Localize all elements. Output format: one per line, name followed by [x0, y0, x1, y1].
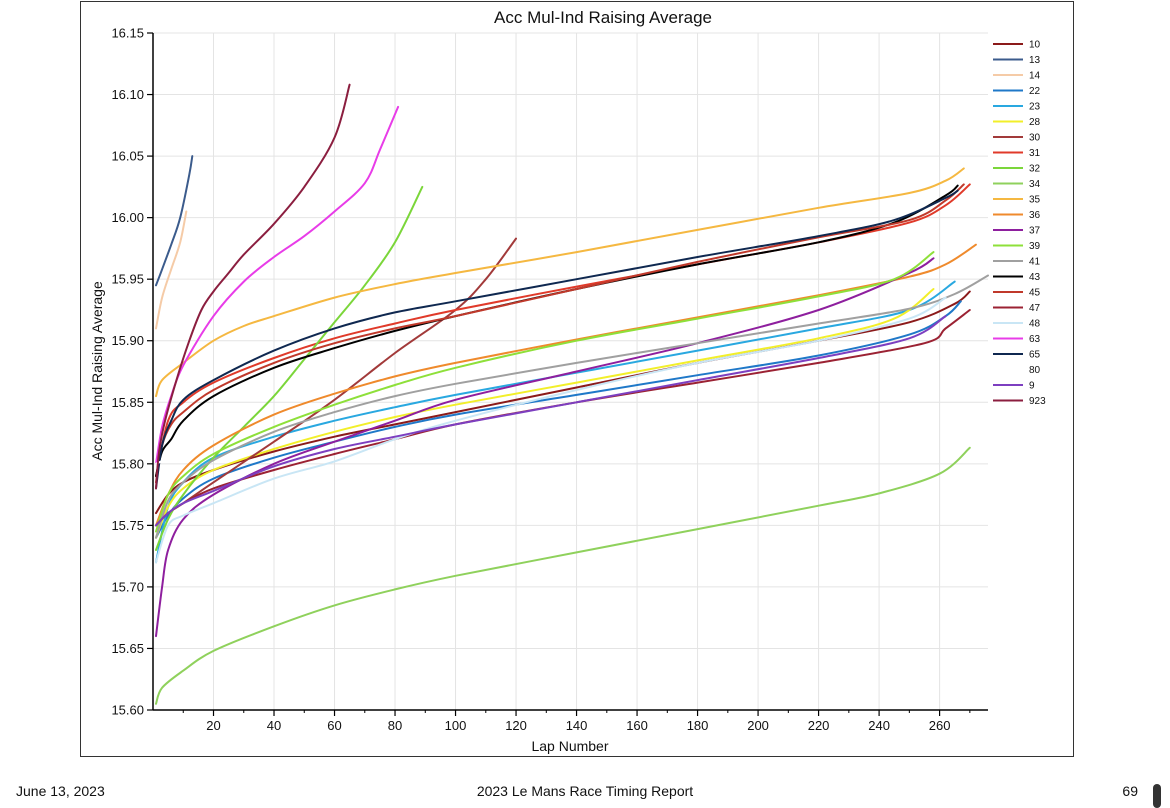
legend-label-10: 10 [1029, 40, 1041, 51]
series-line-65 [155, 189, 959, 490]
legend-label-48: 48 [1029, 319, 1041, 330]
y-tick-label: 16.00 [111, 210, 144, 225]
x-tick-label: 120 [505, 718, 527, 733]
legend-label-22: 22 [1029, 86, 1041, 97]
page-number: 69 [1122, 783, 1138, 799]
x-tick-label: 60 [327, 718, 341, 733]
series-line-23 [155, 280, 956, 564]
series-line-13 [155, 155, 194, 287]
legend-label-37: 37 [1029, 226, 1041, 237]
series-line-37 [155, 257, 935, 638]
x-tick-label: 180 [687, 718, 709, 733]
series-line-39 [155, 251, 935, 533]
series-line-28 [155, 288, 935, 539]
series-line-41 [155, 274, 989, 539]
legend-label-30: 30 [1029, 133, 1041, 144]
legend-label-36: 36 [1029, 210, 1041, 221]
y-tick-label: 15.70 [111, 579, 144, 594]
legend-label-28: 28 [1029, 117, 1041, 128]
report-date: June 13, 2023 [16, 783, 105, 799]
y-tick-label: 15.80 [111, 456, 144, 471]
legend-label-63: 63 [1029, 334, 1041, 345]
legend-label-14: 14 [1029, 71, 1041, 82]
legend-label-32: 32 [1029, 164, 1041, 175]
scrollbar-thumb[interactable] [1153, 784, 1161, 808]
x-tick-label: 40 [267, 718, 281, 733]
legend-label-35: 35 [1029, 195, 1041, 206]
series-line-22 [155, 300, 962, 539]
series-line-34 [155, 446, 971, 705]
series-line-923 [155, 83, 351, 490]
grid-lines [153, 32, 988, 711]
series-line-9 [155, 315, 947, 527]
y-tick-label: 15.65 [111, 641, 144, 656]
y-tick-label: 15.85 [111, 395, 144, 410]
series-line-80 [155, 438, 215, 465]
y-tick-label: 16.15 [111, 26, 144, 41]
series-line-35 [155, 167, 965, 398]
legend-label-23: 23 [1029, 102, 1041, 113]
x-tick-label: 140 [566, 718, 588, 733]
legend-label-47: 47 [1029, 303, 1041, 314]
series-line-43 [155, 184, 959, 478]
legend-label-41: 41 [1029, 257, 1041, 268]
series-lines [155, 83, 989, 705]
y-tick-label: 15.60 [111, 703, 144, 718]
legend-label-43: 43 [1029, 272, 1041, 283]
y-axis-label: Acc Mul-Ind Raising Average [89, 281, 105, 461]
chart-title: Acc Mul-Ind Raising Average [494, 8, 712, 27]
x-tick-label: 100 [445, 718, 467, 733]
x-tick-label: 240 [868, 718, 890, 733]
x-axis-label: Lap Number [531, 738, 608, 754]
x-tick-label: 200 [747, 718, 769, 733]
legend-label-923: 923 [1029, 396, 1046, 407]
x-tick-label: 160 [626, 718, 648, 733]
series-line-45 [155, 183, 965, 484]
legend-label-80: 80 [1029, 365, 1041, 376]
y-tick-label: 15.90 [111, 333, 144, 348]
series-line-31 [155, 183, 971, 478]
legend-label-34: 34 [1029, 179, 1041, 190]
legend-label-39: 39 [1029, 241, 1041, 252]
x-tick-label: 80 [388, 718, 402, 733]
series-line-48 [155, 296, 947, 564]
tick-labels: 15.60 15.65 15.70 15.75 15.80 15.85 15.90 15.95… [111, 26, 950, 734]
y-tick-label: 15.75 [111, 518, 144, 533]
report-title: 2023 Le Mans Race Timing Report [476, 783, 694, 799]
legend-label-65: 65 [1029, 350, 1041, 361]
y-tick-label: 16.05 [111, 149, 144, 164]
series-line-32 [155, 185, 424, 551]
y-tick-label: 16.10 [111, 87, 144, 102]
y-tick-label: 15.95 [111, 272, 144, 287]
x-tick-label: 220 [808, 718, 830, 733]
legend-label-31: 31 [1029, 148, 1041, 159]
series-line-14 [155, 210, 188, 330]
legend: 10 13 14 22 23 28 30 31 32 34 35 36 37 39 41 43 45 47 48 63… [993, 40, 1046, 407]
legend-label-45: 45 [1029, 288, 1041, 299]
axes [147, 32, 988, 716]
x-tick-label: 260 [929, 718, 951, 733]
series-line-10 [155, 290, 971, 515]
legend-label-13: 13 [1029, 55, 1041, 66]
legend-label-9: 9 [1029, 381, 1035, 392]
x-tick-label: 20 [206, 718, 220, 733]
